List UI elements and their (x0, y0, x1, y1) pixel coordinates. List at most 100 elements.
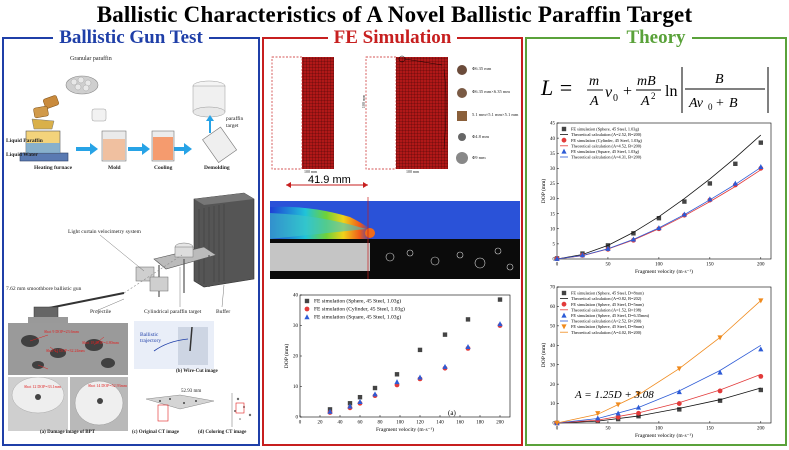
y-tick-label: 20 (293, 355, 299, 360)
fit-equation: A = 1.25D + 3.08 (575, 389, 654, 401)
x-tick-label: 100 (655, 427, 663, 432)
legend-entry: FE simulation (Sphere, 45 Steel, D=8mm) (571, 324, 644, 330)
y-tick-label: 10 (293, 385, 299, 390)
x-tick-label: 140 (436, 421, 444, 426)
data-point (347, 401, 353, 406)
legend-swatch (561, 126, 567, 132)
legend-entry: FE simulation (Square, 45 Steel, 1.03g) (314, 314, 401, 321)
data-point (758, 140, 764, 145)
y-tick-label: 15 (550, 212, 556, 217)
legend-entry: Theoretical calculation (A=4.52, B=200) (571, 143, 642, 149)
ballistic-gun-test-panel: Ballistic Gun Test (2, 27, 260, 446)
series-1 (556, 134, 762, 260)
data-point (717, 398, 723, 403)
y-tick-label: 40 (550, 137, 556, 142)
legend-swatch (561, 148, 567, 154)
projectile-large-sphere-icon (456, 152, 468, 164)
data-point (357, 398, 363, 404)
data-point (682, 199, 687, 204)
data-point (347, 403, 353, 409)
y-tick-label: 30 (293, 324, 299, 329)
y-tick-label: 5 (553, 243, 556, 248)
granular-paraffin-label: Granular paraffin (70, 56, 112, 62)
wire-cut-image (134, 321, 214, 369)
shot-14-label: Shot 14 DOP=52.93mm (88, 383, 127, 388)
x-axis-label: Fragment velocity (m·s⁻¹) (635, 432, 693, 439)
fe-dop-chart: 0 20 40 60 80 100 120 140 160 180 200 0 10 20 30 40 Frag… (283, 294, 511, 433)
data-point (707, 181, 713, 186)
panel-title-gun: Ballistic Gun Test (53, 27, 209, 48)
theory-top-chart: 0 50 100 150 200 0 5 10 15 20 25 30 35 40 45 Fragment v… (540, 122, 772, 275)
model-dim-2: 100 mm (406, 169, 420, 174)
step-heating-furnace: Heating furnace (34, 165, 73, 171)
series-2 (327, 321, 503, 414)
x-tick-label: 200 (757, 263, 765, 268)
main-title: Ballistic Characteristics of A Novel Bal… (96, 2, 693, 27)
y-axis-label: DOP (mm) (283, 344, 290, 369)
ct-images (145, 393, 252, 427)
legend-entry: FE simulation (Cylinder, 45 Steel, 1.03g… (571, 138, 643, 144)
data-point (417, 374, 423, 380)
data-point (497, 321, 503, 327)
gun-label: 7.62 mm smoothbore ballistic gun (6, 286, 82, 292)
y-tick-label: 10 (550, 227, 556, 232)
data-point (497, 297, 503, 302)
coloring-ct-caption: (d) Coloring CT image (198, 430, 247, 435)
data-point (676, 389, 682, 395)
data-point (595, 411, 601, 417)
model-dim-1: 100 mm (304, 169, 318, 174)
liquid-water-label: Liquid Water (6, 152, 38, 158)
x-tick-label: 120 (416, 421, 424, 426)
legend-entry: Theoretical calculation (A=4.31, B=200) (571, 155, 642, 161)
projectile-label-2: Φ6.35 mm×6.35 mm (472, 89, 510, 94)
velocimetry-label: Light curtain velocimetry system (68, 229, 141, 235)
penetration-formula: L = m A v 0 + mB A 2 ln B Av 0 + B (540, 67, 769, 113)
projectile-label-4: Φ4.8 mm (472, 134, 490, 139)
data-point (417, 347, 423, 353)
plot-frame (556, 122, 772, 260)
series-line (556, 167, 762, 260)
x-tick-label: 50 (605, 263, 611, 268)
damage-image-top (8, 323, 128, 375)
x-tick-label: 180 (476, 421, 484, 426)
data-point (758, 387, 764, 393)
x-tick-label: 40 (338, 421, 344, 426)
step-demolding: Demolding (204, 165, 230, 171)
series-1 (556, 387, 761, 424)
projectile-label-5: Φ9 mm (472, 155, 486, 160)
legend-swatch (304, 298, 310, 304)
legend-entry: Theoretical calculation (A=4.02, B=200) (571, 330, 642, 336)
series-line (556, 134, 762, 260)
data-point (717, 369, 723, 375)
series-line (556, 387, 761, 424)
data-point (554, 420, 560, 426)
x-tick-label: 100 (396, 421, 404, 426)
legend-swatch (561, 312, 567, 318)
liquid-paraffin-label: Liquid Paraffin (6, 138, 43, 144)
legend-swatch (561, 290, 567, 296)
data-point (631, 231, 636, 236)
legend-swatch (304, 306, 310, 312)
original-ct-caption: (c) Original CT image (132, 430, 179, 435)
svg-text:mB: mB (637, 74, 656, 89)
projectile-label-3: 5.1 mm×5.1 mm×5.1 mm (472, 112, 519, 117)
fe-simulation-panel: FE Simulation Φ6.35 mm Φ6.35 mm×6.35 mm … (262, 27, 523, 446)
data-point (442, 363, 448, 369)
fe-panel-label: (a) (448, 409, 456, 417)
svg-text:m: m (589, 74, 599, 89)
y-tick-label: 25 (550, 182, 556, 187)
projectile-cube-icon (457, 111, 467, 121)
svg-text:A: A (589, 94, 599, 109)
data-point (357, 394, 363, 400)
x-tick-label: 0 (556, 427, 559, 432)
projectile-sphere-icon (457, 65, 467, 75)
shot-9-label: Shot 9 DOP=23.6mm (44, 329, 79, 334)
legend-entry: FE simulation (Square, 45 Steel, 1.03g) (571, 149, 640, 155)
y-axis-label: DOP (mm) (540, 179, 547, 204)
shot-12-label: Shot 12 DOP=33.1mm (24, 384, 61, 389)
svg-text:B: B (715, 72, 724, 87)
data-point (758, 346, 764, 352)
svg-text:+: + (716, 96, 724, 111)
data-point (707, 196, 713, 202)
svg-text:B: B (729, 96, 738, 111)
